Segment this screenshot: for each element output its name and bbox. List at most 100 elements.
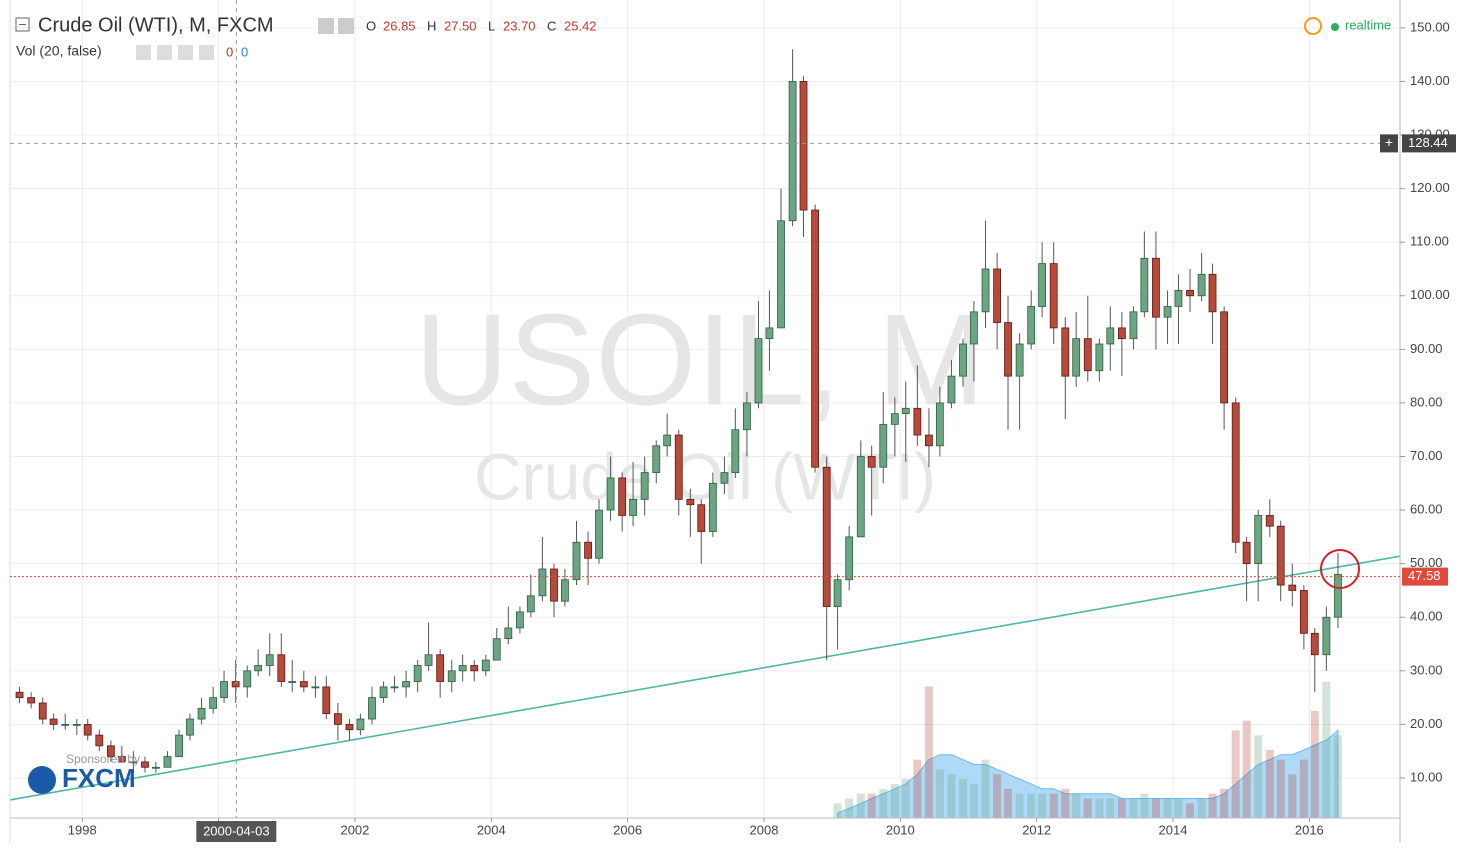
candle-body [538,568,547,597]
candle-body [720,472,729,484]
candle-body [1072,338,1081,377]
candle-body [606,477,615,511]
volume-bar [833,803,842,818]
y-tick-label: 90.00 [1410,341,1443,356]
candle-body [1186,290,1194,297]
volume-bar [1220,788,1229,818]
candle-body [1061,327,1070,377]
volume-bar [1129,798,1138,818]
settings-icon[interactable] [157,45,172,60]
candle-body [1220,311,1229,404]
last-price-box [1402,567,1448,586]
candle-body [901,407,910,415]
volume-bar [901,779,910,818]
candle-body [1231,402,1240,543]
candle-body [618,477,627,516]
ohlc-key: O [366,18,376,33]
ohlc-key: L [488,18,495,33]
volume-bar [959,779,968,818]
volume-bar [1163,798,1172,818]
candle-body [413,665,422,682]
volume-bar [913,759,922,818]
volume-bar [1288,774,1297,818]
ohlc-value: 23.70 [503,18,536,33]
y-tick-label: 110.00 [1410,234,1449,249]
candle-body [925,434,933,447]
volume-bar [856,793,865,818]
x-tick-label: 2012 [1022,822,1051,837]
candle-body [595,509,603,559]
candle-body [72,723,81,726]
crosshair-date-box [196,821,277,842]
candle-body [447,670,456,682]
candle-body [947,375,956,404]
settings-icon[interactable] [338,18,354,34]
candle-body [1117,327,1126,340]
candle-body [1004,322,1012,377]
settings-icon[interactable] [199,45,214,60]
candle-body [1322,616,1331,656]
candle-body [970,311,978,345]
candle-body [492,638,501,661]
candle-body [504,627,513,640]
crosshair-price-box [1402,134,1456,153]
candle-body [1288,584,1297,591]
volume-bar [1095,798,1104,818]
candle-body [731,429,740,473]
candle-body [277,654,286,682]
candle-body [1163,306,1172,318]
candle-body [61,723,70,726]
candle-body [458,665,467,672]
candle-body [561,579,569,602]
candle-body [629,498,637,516]
candle-body [1095,343,1104,372]
y-tick-label: 10.00 [1410,769,1443,784]
candle-body [1334,573,1342,618]
candle-body [663,434,672,447]
candle-layer [9,49,1401,801]
candle-body [867,456,876,468]
ohlc-key: C [547,18,556,33]
candle-body [163,756,172,768]
volume-bar [993,774,1002,818]
symbol-title: Crude Oil (WTI), M, FXCM [38,14,274,36]
candle-body [243,670,252,688]
settings-icon[interactable] [318,18,334,34]
candle-body [322,686,331,715]
ohlc-key: H [427,18,436,33]
volume-bar [879,788,888,818]
sponsor-logo: FXCM [62,763,136,793]
volume-bar [1049,793,1058,818]
volume-bar [935,769,944,818]
volume-bar [1299,759,1308,818]
candle-body [470,665,479,672]
candle-body [311,686,320,689]
candle-body [516,611,524,629]
candle-body [209,697,218,709]
candle-body [424,654,433,666]
candle-body [799,81,808,211]
volume-bar [1197,798,1206,818]
candle-body [879,423,888,468]
y-tick-label: 40.00 [1410,609,1443,624]
candle-body [1242,541,1251,565]
volume-bar [981,759,990,818]
candle-body [935,402,944,447]
candle-body [117,756,126,763]
y-tick-label: 100.00 [1410,287,1450,302]
volume-bar [1004,788,1013,818]
warning-icon[interactable] [1304,17,1322,35]
volume-layer [833,681,1342,819]
volume-bar [1310,710,1319,818]
candle-body [640,472,649,500]
x-tick-label: 2002 [340,822,369,837]
settings-icon[interactable] [178,45,193,60]
candle-body [686,498,695,506]
y-tick-label: 60.00 [1410,502,1443,517]
annotation-circle [1320,549,1360,589]
collapse-icon[interactable] [15,17,30,32]
settings-icon[interactable] [136,45,151,60]
candle-body [1140,257,1149,313]
candle-body [811,209,819,468]
